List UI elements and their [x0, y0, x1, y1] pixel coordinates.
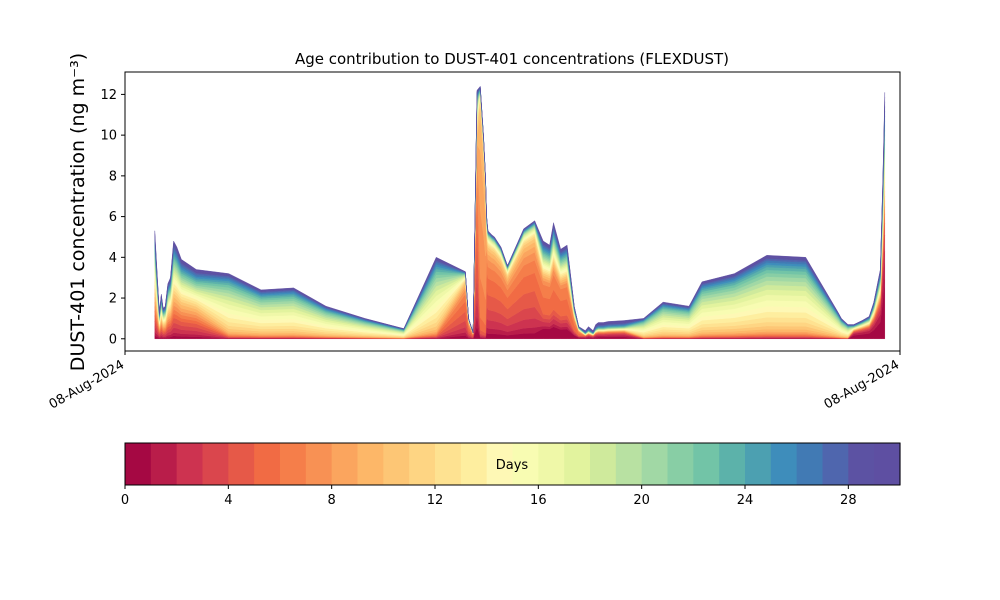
y-tick-label: 12 [100, 88, 117, 103]
colorbar-bin [770, 443, 798, 485]
colorbar-tick-label: 12 [427, 493, 444, 508]
colorbar-tick-label: 4 [224, 493, 232, 508]
colorbar-tick-label: 16 [530, 493, 547, 508]
colorbar-bin [615, 443, 643, 485]
colorbar-bin [460, 443, 488, 485]
colorbar-bin [538, 443, 565, 485]
y-axis-label: DUST-401 concentration (ng m⁻³) [67, 53, 89, 371]
y-tick-label: 2 [109, 292, 117, 307]
colorbar-bin [848, 443, 875, 485]
colorbar-bin [512, 443, 539, 485]
colorbar-bin [435, 443, 462, 485]
y-tick-label: 8 [109, 169, 117, 184]
plot-area: 0 2 4 6 8 10 12 08-Aug-2024 08-Aug-2024 [47, 71, 902, 413]
colorbar-bin [331, 443, 359, 485]
colorbar-tick-label: 0 [121, 493, 129, 508]
x-axis: 08-Aug-2024 08-Aug-2024 [47, 351, 902, 413]
colorbar-bin [228, 443, 255, 485]
y-tick-label: 0 [109, 332, 117, 347]
colorbar-bin [564, 443, 591, 485]
colorbar-bin [202, 443, 229, 485]
y-tick-label: 4 [109, 251, 117, 266]
colorbar: Days 0 4 8 12 16 20 24 28 [121, 442, 901, 508]
colorbar-bins [125, 443, 901, 485]
colorbar-bin [590, 443, 617, 485]
plot-frame [124, 71, 901, 352]
y-tick-label: 6 [109, 210, 117, 225]
colorbar-bin [874, 443, 901, 485]
colorbar-bin [745, 443, 772, 485]
colorbar-bin [822, 443, 849, 485]
colorbar-bin [357, 443, 384, 485]
y-axis: 0 2 4 6 8 10 12 [100, 88, 125, 347]
area-layer-day-29 [154, 85, 885, 333]
colorbar-frame [124, 442, 901, 486]
colorbar-bin [409, 443, 436, 485]
colorbar-tick-label: 8 [328, 493, 336, 508]
colorbar-bin [719, 443, 746, 485]
colorbar-bin [667, 443, 694, 485]
colorbar-axis: 0 4 8 12 16 20 24 28 [121, 485, 857, 508]
colorbar-tick-label: 28 [840, 493, 857, 508]
colorbar-tick-label: 20 [633, 493, 650, 508]
colorbar-label: Days [496, 458, 529, 473]
colorbar-bin [125, 443, 152, 485]
stacked-age-areas [154, 85, 885, 339]
colorbar-tick-label: 24 [737, 493, 754, 508]
colorbar-bin [383, 443, 410, 485]
x-tick-label: 08-Aug-2024 [822, 357, 902, 412]
colorbar-bin [254, 443, 281, 485]
colorbar-bin [305, 443, 333, 485]
y-tick-label: 10 [100, 129, 117, 144]
colorbar-bin [150, 443, 178, 485]
colorbar-bin [280, 443, 307, 485]
chart-title: Age contribution to DUST-401 concentrati… [295, 50, 729, 68]
colorbar-bin [693, 443, 720, 485]
colorbar-bin [796, 443, 824, 485]
colorbar-bin [641, 443, 669, 485]
colorbar-bin [486, 443, 514, 485]
colorbar-bin [176, 443, 204, 485]
